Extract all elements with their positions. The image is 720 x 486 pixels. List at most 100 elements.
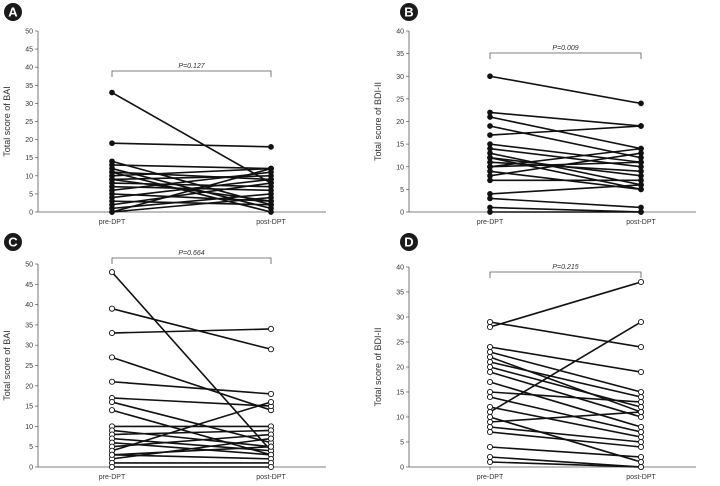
y-tick-label: 25: [25, 363, 33, 370]
y-axis-label: Total score of BDI-II: [373, 327, 383, 406]
data-point: [487, 154, 493, 161]
data-point: [486, 443, 494, 451]
p-value-label: P=0.009: [552, 45, 578, 52]
subject-line: [489, 381, 642, 428]
data-point: [637, 443, 645, 451]
data-point: [108, 378, 116, 385]
subject-line: [111, 429, 272, 436]
subject-line: [489, 411, 642, 423]
y-tick-label: 5: [400, 187, 404, 194]
y-tick-label: 0: [29, 465, 33, 472]
data-point: [486, 408, 494, 416]
data-point: [486, 368, 494, 376]
subject-line: [489, 111, 642, 127]
p-value-label: P=0.215: [552, 264, 578, 271]
subject-line: [111, 433, 272, 448]
y-tick-label: 45: [25, 47, 33, 54]
data-point: [487, 195, 493, 202]
y-tick-label: 25: [396, 340, 404, 347]
data-point: [637, 423, 645, 431]
y-tick-label: 25: [25, 119, 33, 126]
subject-line: [489, 143, 642, 164]
significance-bracket: [489, 271, 642, 278]
subject-line: [489, 351, 642, 393]
x-tick-label: post-DPT: [626, 219, 656, 226]
subject-line: [489, 406, 642, 438]
y-tick-label: 20: [396, 119, 404, 126]
data-point: [109, 89, 115, 96]
data-point: [637, 388, 645, 396]
subject-line: [111, 437, 272, 460]
data-point: [638, 100, 644, 107]
data-point: [486, 453, 494, 461]
y-tick-label: 0: [400, 210, 404, 217]
x-tick-label: pre-DPT: [477, 474, 504, 481]
data-point: [637, 343, 645, 351]
data-point: [487, 204, 493, 211]
data-point: [487, 163, 493, 170]
data-point: [268, 143, 274, 150]
panel-badge-label: D: [404, 235, 413, 250]
subject-line: [489, 396, 642, 433]
subject-line: [111, 142, 272, 148]
subject-line: [489, 431, 642, 448]
subject-line: [111, 167, 272, 177]
data-point: [268, 198, 274, 204]
data-point: [487, 132, 493, 138]
subject-line: [489, 184, 642, 195]
data-point: [268, 180, 274, 186]
x-tick-label: pre-DPT: [99, 474, 126, 481]
data-point: [638, 159, 644, 166]
subject-line: [489, 75, 642, 105]
subject-line: [111, 178, 272, 202]
data-point: [486, 353, 494, 361]
data-point: [637, 393, 645, 401]
subject-line: [489, 456, 642, 468]
subject-line: [489, 152, 642, 177]
data-point: [638, 145, 644, 152]
data-point: [109, 140, 115, 147]
subject-line: [489, 197, 642, 209]
subject-line: [111, 445, 272, 456]
y-tick-label: 5: [29, 191, 33, 198]
data-point: [486, 348, 494, 356]
y-axis-label: Total score of BDI-II: [373, 82, 383, 161]
y-tick-label: 35: [396, 51, 404, 58]
subject-line: [489, 156, 642, 191]
data-point: [109, 169, 115, 176]
data-point: [268, 209, 274, 215]
subject-line: [111, 401, 272, 452]
x-tick-label: post-DPT: [256, 474, 286, 481]
y-tick-label: 20: [25, 137, 33, 144]
y-tick-label: 50: [25, 29, 33, 36]
data-point: [638, 186, 644, 193]
data-point: [637, 408, 645, 416]
subject-line: [111, 397, 272, 407]
subject-line: [489, 125, 642, 136]
data-point: [487, 114, 493, 120]
data-point: [637, 463, 645, 471]
data-point: [108, 407, 116, 414]
y-tick-label: 40: [396, 265, 404, 272]
y-tick-label: 15: [25, 155, 33, 162]
data-point: [638, 168, 644, 175]
y-tick-label: 30: [396, 315, 404, 322]
p-value-label: P=0.127: [178, 63, 205, 70]
subject-line: [111, 328, 272, 334]
y-axis-label: Total score of BAI: [2, 86, 12, 157]
y-tick-label: 15: [396, 390, 404, 397]
subject-line: [489, 391, 642, 403]
panel-badge-label: B: [404, 5, 413, 20]
data-point: [267, 390, 275, 397]
data-point: [268, 165, 274, 172]
y-tick-label: 25: [396, 96, 404, 103]
data-point: [486, 393, 494, 401]
subject-line: [111, 171, 272, 181]
data-point: [486, 388, 494, 396]
y-tick-label: 35: [25, 322, 33, 329]
y-tick-label: 35: [25, 83, 33, 90]
y-axis-label: Total score of BAI: [2, 330, 12, 401]
data-point: [108, 451, 116, 458]
x-tick-label: post-DPT: [256, 219, 286, 226]
data-point: [267, 443, 275, 450]
